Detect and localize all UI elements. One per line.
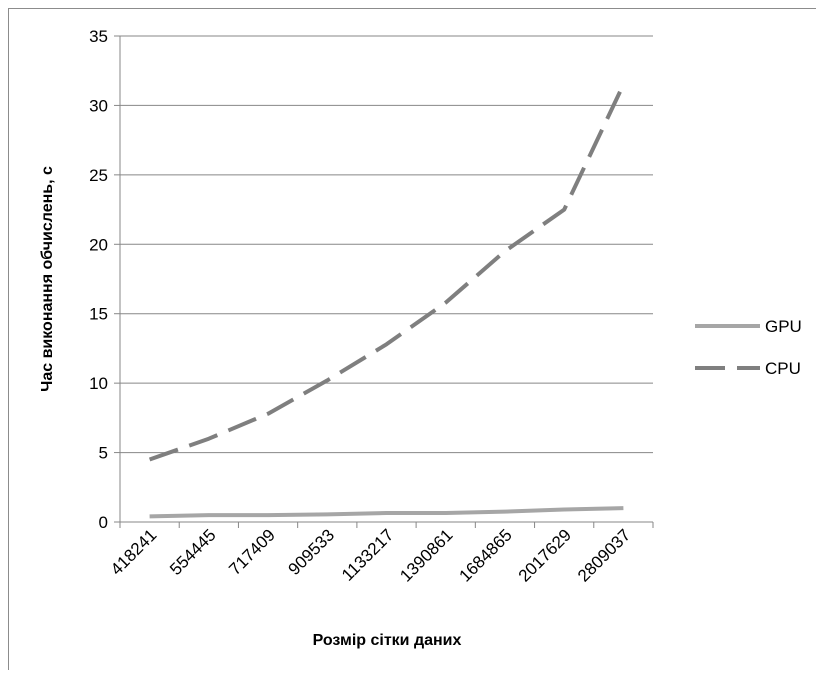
y-tick-label: 0 [99, 513, 108, 532]
y-tick-label: 20 [89, 235, 108, 254]
series-lines [148, 83, 626, 519]
y-axis-label: Час виконання обчислень, с [39, 166, 56, 392]
x-tick-label: 1390861 [396, 525, 456, 585]
x-axis-label: Розмір сітки даних [313, 632, 462, 649]
x-tick-label: 1133217 [338, 525, 397, 584]
y-tick-label: 5 [99, 444, 108, 463]
x-tick-label: 418241 [107, 525, 161, 579]
axes [114, 35, 654, 528]
y-tick-labels: 0 5 10 15 20 25 30 35 [89, 27, 108, 532]
x-tick-label: 1684865 [456, 525, 516, 585]
chart-frame [8, 8, 816, 670]
series-line-gpu [149, 506, 624, 519]
series-line-cpu [148, 83, 626, 462]
x-tick-label: 717409 [225, 525, 279, 579]
y-tick-label: 30 [89, 96, 108, 115]
legend-label-cpu: CPU [765, 359, 801, 378]
x-tick-label: 2017629 [515, 525, 575, 585]
x-tick-label: 2809037 [574, 525, 634, 585]
gridlines [120, 35, 653, 454]
x-tick-label: 909533 [285, 525, 339, 579]
y-tick-label: 10 [89, 374, 108, 393]
y-tick-label: 35 [89, 27, 108, 46]
x-tick-labels: 418241 554445 717409 909533 1133217139086116… [107, 525, 634, 585]
y-tick-label: 15 [89, 305, 108, 324]
y-tick-label: 25 [89, 166, 108, 185]
x-tick-label: 554445 [166, 525, 220, 579]
legend-label-gpu: GPU [765, 317, 802, 336]
legend: GPU CPU [695, 317, 802, 378]
